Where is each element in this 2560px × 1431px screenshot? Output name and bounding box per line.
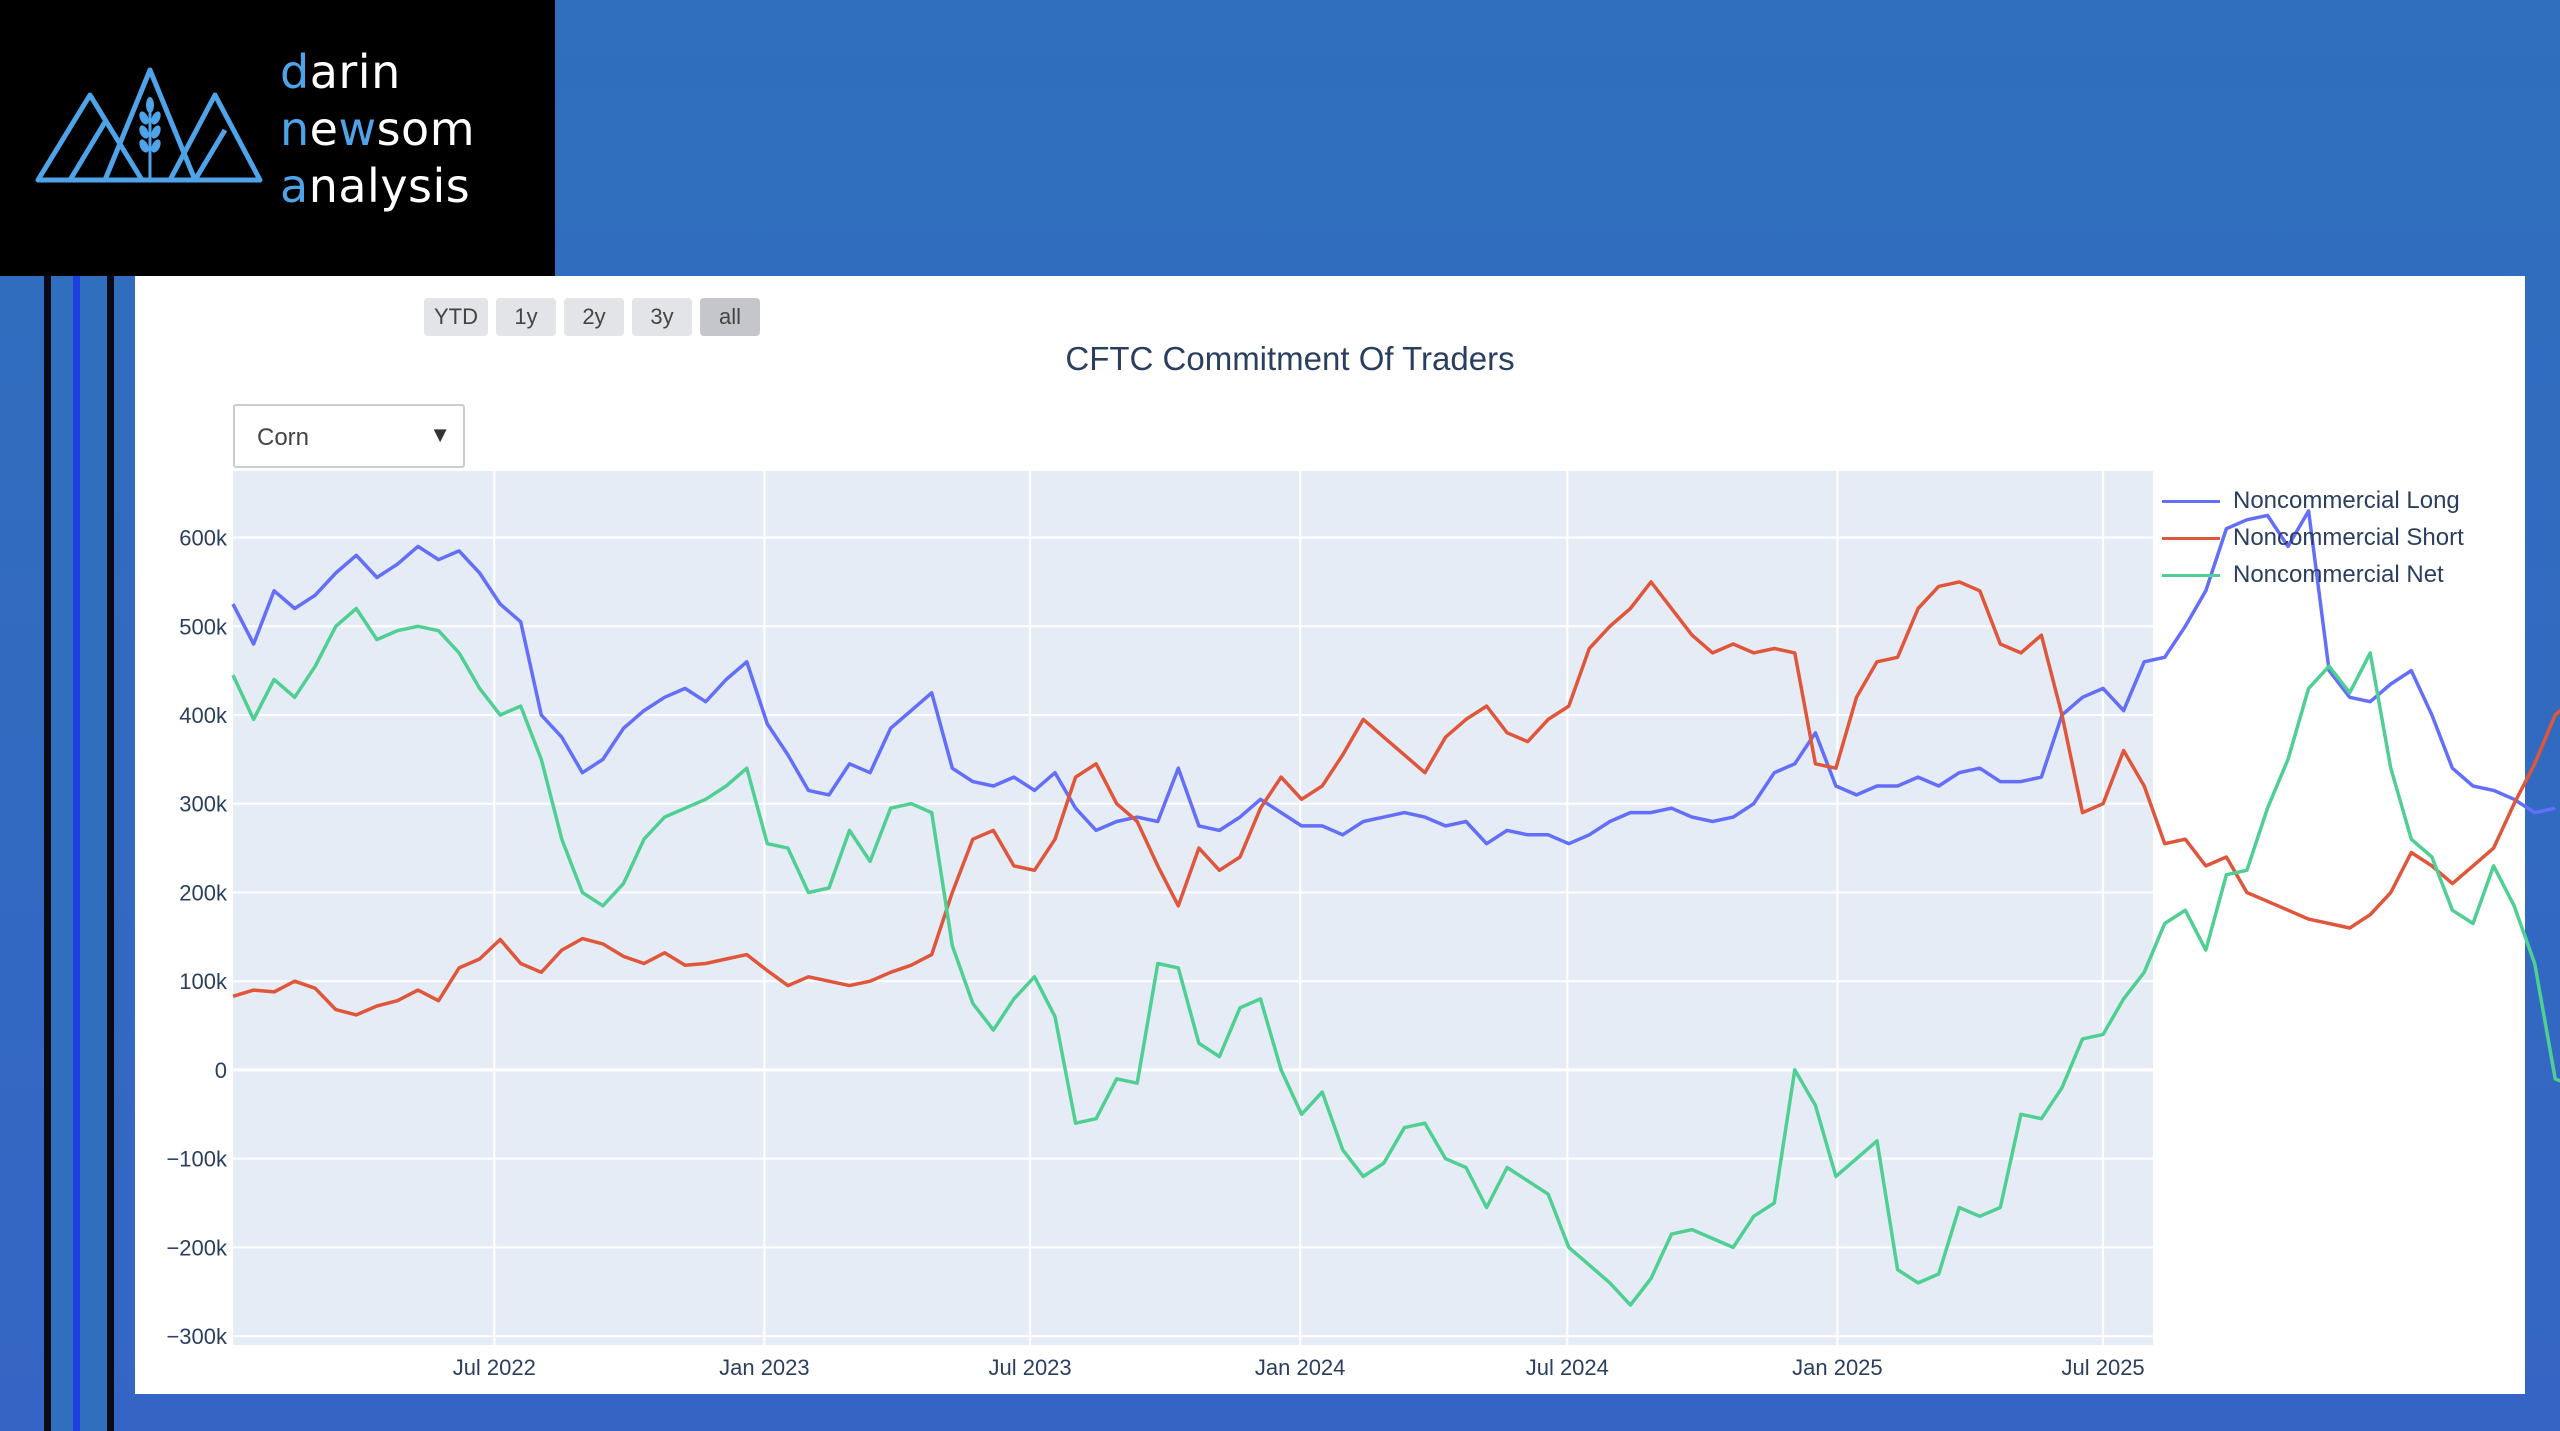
decor-stripe [73, 276, 80, 1431]
x-tick-label: Jul 2022 [453, 1355, 536, 1380]
range-all-button[interactable]: all [700, 298, 760, 336]
y-tick-label: 500k [179, 614, 228, 639]
series-line-short[interactable] [232, 580, 2560, 1017]
y-tick-label: 0 [215, 1058, 227, 1083]
y-tick-label: 400k [179, 703, 228, 728]
plot-area [233, 471, 2153, 1345]
dropdown-selected-value: Corn [257, 424, 310, 451]
y-tick-label: −100k [166, 1147, 228, 1172]
y-tick-label: −300k [166, 1324, 228, 1349]
x-tick-label: Jan 2024 [1255, 1355, 1346, 1380]
y-tick-label: −200k [166, 1235, 228, 1260]
legend-swatch-short [2162, 537, 2220, 540]
y-tick-label: 600k [179, 526, 228, 551]
legend-label: Noncommercial Long [2233, 487, 2460, 514]
mountain-wheat-logo-icon [35, 67, 263, 183]
x-tick-label: Jul 2024 [1526, 1355, 1609, 1380]
series-line-long[interactable] [231, 509, 2556, 846]
decor-stripe [44, 276, 51, 1431]
logo-wordmark: darin newsom analysis [280, 45, 476, 213]
x-tick-label: Jan 2023 [719, 1355, 810, 1380]
decor-stripe [80, 276, 107, 1431]
x-tick-label: Jul 2025 [2061, 1355, 2144, 1380]
series-line-net[interactable] [231, 606, 2560, 1307]
chart-title: CFTC Commitment Of Traders [1065, 340, 1515, 377]
y-tick-label: 100k [179, 969, 228, 994]
logo-box: darin newsom analysis [0, 0, 555, 276]
legend-swatch-long [2162, 500, 2220, 503]
range-1y-button[interactable]: 1y [496, 298, 556, 336]
x-tick-label: Jan 2025 [1792, 1355, 1883, 1380]
y-tick-label: 200k [179, 880, 228, 905]
x-tick-label: Jul 2023 [988, 1355, 1071, 1380]
legend-swatch-net [2162, 574, 2220, 577]
commodity-dropdown[interactable]: Corn ▼ [233, 404, 465, 468]
y-tick-label: 300k [179, 792, 228, 817]
decor-stripe [51, 276, 73, 1431]
chevron-down-icon: ▼ [429, 422, 451, 447]
decor-stripe [107, 276, 114, 1431]
range-ytd-button[interactable]: YTD [424, 298, 488, 336]
legend-label: Noncommercial Short [2233, 524, 2464, 551]
range-2y-button[interactable]: 2y [564, 298, 624, 336]
legend-label: Noncommercial Net [2233, 561, 2444, 588]
range-3y-button[interactable]: 3y [632, 298, 692, 336]
